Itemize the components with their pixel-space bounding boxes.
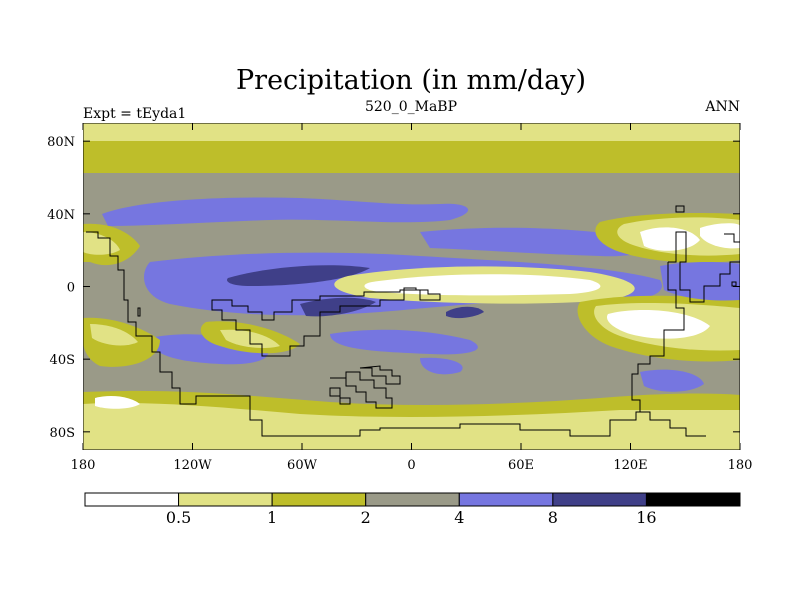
colorbar-level-label: 8 [548, 508, 558, 527]
colorbar-swatch [645, 492, 741, 507]
latitude-axis: 80N 40N 0 40S 80S [47, 135, 740, 441]
lon-tick-label: 120E [613, 458, 647, 473]
colorbar-level-label: 4 [454, 508, 464, 527]
east-north-white-2 [700, 223, 740, 249]
colorbar-swatch [365, 492, 460, 507]
north-blue-band-east [420, 227, 648, 257]
north-dark-yellow-band [83, 141, 740, 173]
lon-tick-label: 120W [173, 458, 212, 473]
north-atlantic-blue [102, 197, 469, 226]
south-light-patch [95, 396, 140, 409]
lon-tick-label: 60W [287, 458, 318, 473]
lon-tick-label: 60E [508, 458, 534, 473]
lon-tick-label: 180 [71, 458, 96, 473]
itcz-dark-blue [300, 297, 376, 317]
colorbar-level-label: 16 [636, 508, 656, 527]
colorbar-swatch [84, 492, 180, 507]
colorbar-swatch [458, 492, 554, 507]
south-atlantic-blue [330, 329, 478, 355]
indian-ocean-dark-blue [446, 306, 484, 319]
south-light-band [83, 402, 740, 450]
tropical-dark-blue [226, 265, 370, 286]
east-south-blue [640, 369, 704, 392]
subtitle-left: Expt = tEyda1 [83, 106, 186, 122]
west-edge-light [83, 232, 120, 255]
south-east-blue [420, 357, 463, 375]
lat-tick-label: 80S [50, 426, 75, 441]
lat-tick-label: 40S [50, 353, 75, 368]
colorbar-swatch [178, 492, 273, 507]
lon-tick-label: 0 [407, 458, 415, 473]
lat-tick-label: 0 [67, 281, 75, 296]
continent-outline-south-islands [329, 365, 401, 409]
colorbar-swatch [271, 492, 367, 507]
continent-outline-east [631, 205, 740, 412]
subtitle-right: ANN [704, 99, 740, 115]
west-south-light [90, 324, 138, 346]
east-north-white [640, 227, 700, 251]
longitude-axis: 180 120W 60W 0 60E 120E 180 [71, 123, 753, 473]
colorbar-level-label: 0.5 [166, 508, 191, 527]
continent-outline-center [211, 287, 441, 357]
lat-tick-label: 40N [47, 208, 75, 223]
plot-title: Precipitation (in mm/day) [236, 65, 586, 96]
colorbar-level-label: 1 [267, 508, 277, 527]
colorbar-level-label: 2 [361, 508, 371, 527]
lat-tick-label: 80N [47, 135, 75, 150]
north-pole-light-band [83, 123, 740, 141]
lon-tick-label: 180 [728, 458, 753, 473]
continent-outline-west [86, 231, 706, 437]
subtitle-center: 520_0_MaBP [365, 99, 457, 115]
colorbar-swatch [552, 492, 647, 507]
colorbar: 0.5 1 2 4 8 16 [84, 492, 741, 527]
map-panel [83, 123, 740, 450]
